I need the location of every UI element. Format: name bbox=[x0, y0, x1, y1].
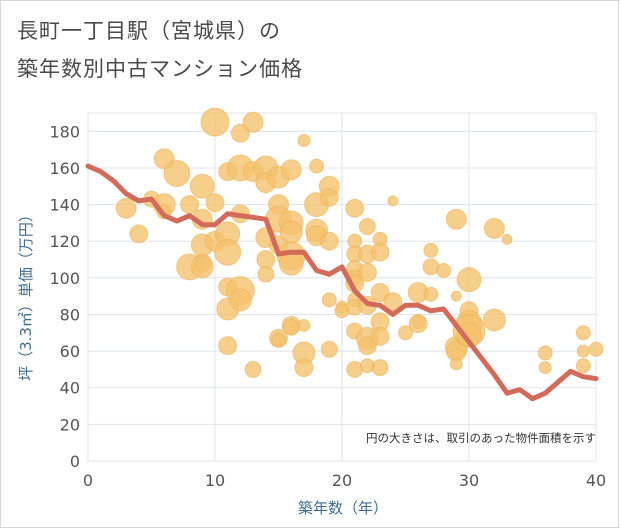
bubble-point bbox=[320, 340, 338, 358]
trend-line bbox=[85, 163, 599, 402]
bubble-point bbox=[575, 358, 591, 374]
bubble-point bbox=[450, 290, 462, 302]
chart-title-line1: 長町一丁目駅（宮城県）の bbox=[17, 19, 281, 43]
bubble-point bbox=[501, 233, 513, 245]
bubble-point bbox=[588, 341, 604, 357]
bubble-point bbox=[163, 159, 191, 187]
bubble-point bbox=[398, 325, 413, 341]
x-tick-label: 0 bbox=[83, 471, 93, 490]
bubble-point bbox=[297, 133, 311, 147]
bubble-point bbox=[309, 158, 325, 174]
x-tick-label: 40 bbox=[586, 471, 606, 490]
bubble-layer bbox=[115, 107, 604, 378]
bubble-point bbox=[456, 322, 482, 348]
bubble-point bbox=[129, 224, 149, 244]
bubble-point bbox=[115, 197, 137, 219]
bubble-point bbox=[279, 220, 303, 244]
bubble-point bbox=[387, 195, 399, 207]
bubble-point bbox=[537, 345, 553, 361]
bubble-point bbox=[576, 344, 590, 358]
bubble-point bbox=[297, 318, 311, 332]
bubble-point bbox=[371, 359, 389, 377]
axis-layer: 0 20 40 60 80 100 120 140 160 180 0 10 20 30 40 bbox=[49, 122, 606, 490]
bubble-point bbox=[257, 265, 275, 283]
bubble-point bbox=[357, 262, 377, 282]
y-tick-label: 160 bbox=[49, 159, 80, 178]
y-axis-label: 坪（3.3㎡）単価（万円） bbox=[17, 207, 35, 381]
bubble-point bbox=[423, 242, 439, 258]
bubble-point bbox=[228, 288, 252, 312]
bubble-point bbox=[449, 357, 463, 371]
bubble-point bbox=[242, 111, 264, 133]
bubble-point bbox=[483, 217, 505, 239]
y-tick-label: 120 bbox=[49, 232, 80, 251]
bubble-point bbox=[383, 292, 403, 312]
bubble-point bbox=[319, 231, 339, 251]
bubble-point bbox=[205, 193, 225, 213]
bubble-point bbox=[456, 267, 482, 293]
bubble-point bbox=[282, 318, 300, 336]
bubble-point bbox=[294, 358, 314, 378]
bubble-point bbox=[214, 238, 242, 266]
y-tick-label: 80 bbox=[60, 305, 80, 324]
bubble-point bbox=[482, 308, 506, 332]
grid-layer bbox=[87, 112, 597, 462]
bubble-point bbox=[370, 242, 390, 262]
bubble-point bbox=[190, 255, 214, 279]
bubble-point bbox=[321, 292, 337, 308]
bubble-point bbox=[436, 263, 452, 279]
bubble-point bbox=[180, 195, 200, 215]
x-tick-label: 20 bbox=[332, 471, 352, 490]
y-tick-label: 40 bbox=[60, 379, 80, 398]
bubble-point bbox=[538, 361, 552, 375]
y-tick-label: 180 bbox=[49, 122, 80, 141]
bubble-point bbox=[271, 332, 286, 348]
bubble-point bbox=[280, 159, 302, 181]
bubble-point bbox=[370, 326, 390, 346]
bubble-point bbox=[218, 336, 238, 356]
bubble-point bbox=[575, 325, 591, 341]
bubble-point bbox=[345, 198, 365, 218]
x-axis-label: 築年数（年） bbox=[298, 499, 388, 517]
bubble-point bbox=[200, 107, 230, 137]
x-tick-label: 30 bbox=[459, 471, 479, 490]
x-tick-label: 10 bbox=[205, 471, 225, 490]
bubble-point bbox=[445, 208, 467, 230]
bubble-point bbox=[319, 187, 339, 207]
bubble-point bbox=[189, 173, 215, 199]
bubble-point bbox=[244, 360, 262, 378]
y-tick-label: 0 bbox=[70, 452, 80, 471]
y-tick-label: 60 bbox=[60, 342, 80, 361]
bubble-point bbox=[423, 286, 439, 302]
y-tick-label: 100 bbox=[49, 269, 80, 288]
y-tick-label: 20 bbox=[60, 415, 80, 434]
trend-line-layer bbox=[85, 163, 599, 402]
y-tick-label: 140 bbox=[49, 196, 80, 215]
chart-title-line2: 築年数別中古マンション価格 bbox=[17, 57, 303, 81]
chart-annotation: 円の大きさは、取引のあった物件面積を示す bbox=[366, 431, 596, 445]
bubble-point bbox=[358, 218, 376, 236]
bubble-point bbox=[408, 314, 428, 334]
